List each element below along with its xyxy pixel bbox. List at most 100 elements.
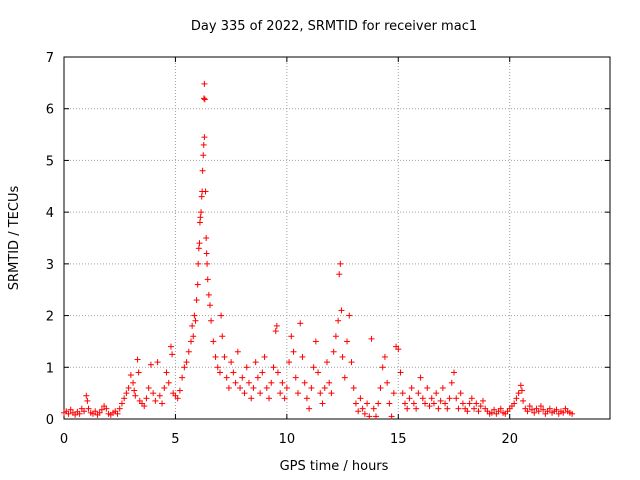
data-point [270,364,277,371]
data-point [181,364,188,371]
data-point [161,384,168,391]
grid [64,57,610,419]
data-point [341,374,348,381]
data-point [248,395,255,402]
data-point [361,410,368,417]
y-tick-label: 1 [46,361,54,376]
data-point [410,400,417,407]
data-point [234,348,241,355]
data-point [529,406,535,413]
data-point [323,359,330,366]
data-point [191,312,198,319]
data-point [279,379,286,386]
data-point [540,406,547,413]
data-point [245,379,252,386]
data-point [379,364,386,371]
data-point [185,348,192,355]
data-point [214,364,221,371]
data-point [439,384,446,391]
data-point [319,400,326,407]
data-point [221,353,228,360]
data-point [517,382,524,389]
data-point [448,379,455,386]
data-point [225,384,232,391]
y-axis-label: SRMTID / TECUs [7,186,22,291]
data-point [535,408,542,415]
data-point [286,359,293,366]
data-point [141,403,148,410]
data-point [518,387,525,394]
data-point [201,134,208,141]
data-point [479,397,486,404]
data-point [277,390,284,397]
data-point [65,410,72,417]
data-point [169,351,176,358]
data-point [202,188,209,195]
data-point [259,369,266,376]
data-point [437,397,444,404]
data-point [230,369,237,376]
data-point [165,379,172,386]
data-point [401,400,408,407]
data-point [471,405,478,412]
data-point [81,408,88,415]
data-point [163,369,170,376]
data-point [384,379,391,386]
data-point [254,374,261,381]
data-points [61,80,576,420]
data-point [335,317,342,324]
data-point [283,384,290,391]
data-point [466,400,473,407]
data-point [359,405,366,412]
data-point [263,384,270,391]
data-point [444,405,451,412]
data-point [204,260,211,267]
data-point [257,390,264,397]
data-point [96,409,103,416]
data-point [301,379,308,386]
data-point [520,397,527,404]
x-tick-label: 5 [171,432,179,447]
data-point [428,395,435,402]
data-point [274,369,281,376]
data-point [459,400,466,407]
data-point [317,390,324,397]
data-point [212,353,219,360]
data-point [266,395,273,402]
data-point [131,387,138,394]
data-point [154,359,161,366]
data-point [308,384,315,391]
data-point [326,379,333,386]
data-point [336,271,343,278]
data-point [261,353,268,360]
data-point [299,353,306,360]
data-point [243,364,250,371]
data-point [218,312,225,319]
data-point [397,369,404,376]
data-point [272,328,279,335]
data-point [210,338,217,345]
data-point [312,338,319,345]
data-point [413,405,420,412]
data-point [352,400,359,407]
data-point [223,374,230,381]
data-point [203,235,210,241]
data-point [348,359,355,366]
data-point [350,384,357,391]
data-point [199,167,206,174]
data-point [546,405,553,412]
data-point [219,333,226,340]
y-tick-label: 2 [46,310,54,325]
data-point [419,395,426,402]
data-point [189,322,196,329]
data-point [395,346,402,353]
data-point [442,400,449,407]
data-point [123,390,130,397]
data-point [250,384,257,391]
data-point [67,406,74,413]
data-point [473,400,480,407]
data-point [424,384,431,391]
data-point [569,410,576,417]
data-point [433,390,440,397]
